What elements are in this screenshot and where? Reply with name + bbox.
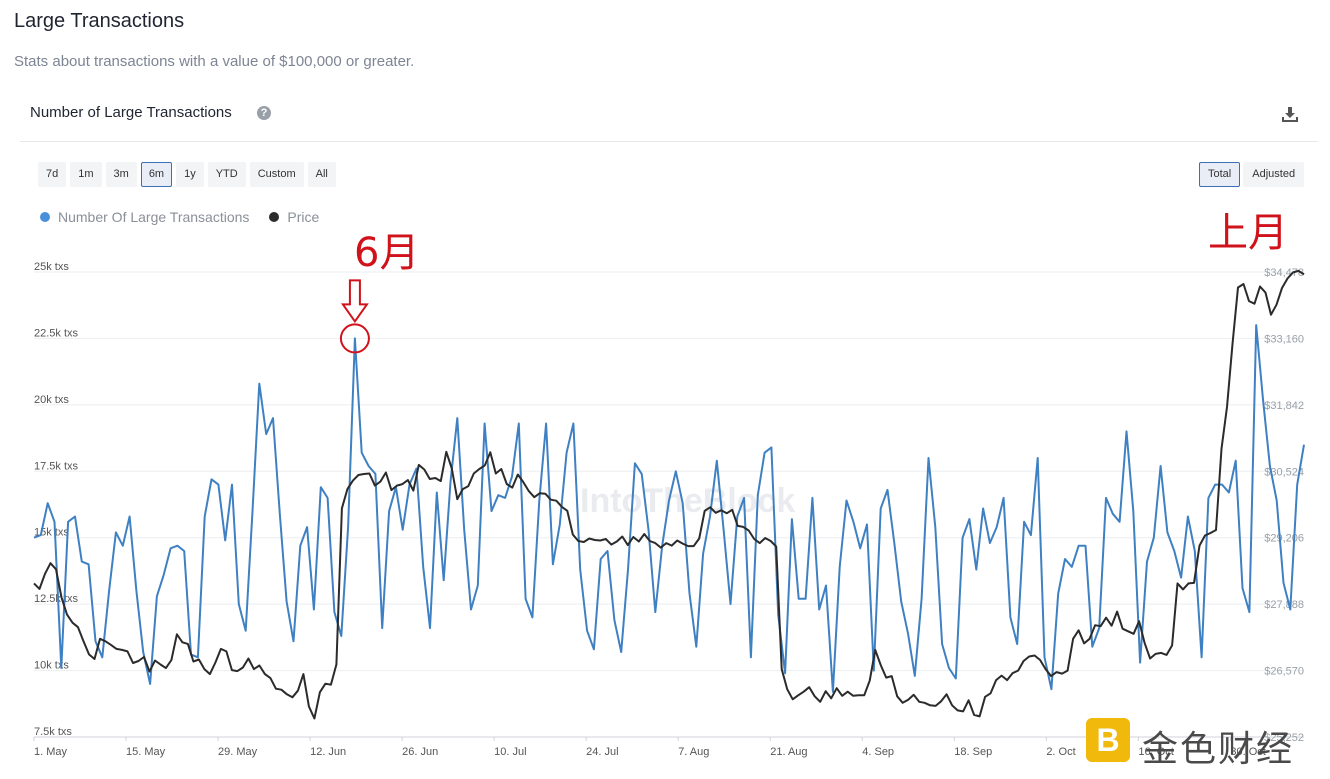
x-tick-label: 21. Aug	[770, 746, 807, 758]
x-tick-label: 30. Oct	[1230, 746, 1265, 758]
y-left-tick-label: 20k txs	[34, 394, 69, 406]
x-tick-label: 26. Jun	[402, 746, 438, 758]
chart-legend: Number Of Large Transactions Price	[40, 209, 319, 225]
range-button-all[interactable]: All	[307, 162, 336, 187]
range-button-custom[interactable]: Custom	[249, 162, 304, 187]
range-button-ytd[interactable]: YTD	[207, 162, 246, 187]
series-line-price	[33, 269, 1305, 720]
range-button-6m[interactable]: 6m	[140, 162, 173, 187]
mode-selector: Total Adjusted	[1199, 162, 1305, 187]
x-tick-label: 1. May	[34, 746, 68, 758]
range-button-7d[interactable]: 7d	[38, 162, 67, 187]
x-tick-label: 4. Sep	[862, 746, 894, 758]
x-tick-label: 10. Jul	[494, 746, 526, 758]
x-tick-label: 16. Oct	[1138, 746, 1173, 758]
y-right-tick-label: $31,842	[1264, 400, 1304, 412]
page-title: Large Transactions	[14, 10, 185, 32]
x-tick-label: 15. May	[126, 746, 166, 758]
x-tick-label: 29. May	[218, 746, 258, 758]
y-left-tick-label: 25k txs	[34, 261, 69, 273]
annotation-june-arrow-icon	[340, 279, 369, 324]
y-left-tick-label: 12.5k txs	[34, 593, 79, 605]
y-left-tick-label: 15k txs	[34, 527, 69, 539]
annotation-last-month-label: 上月	[1208, 210, 1288, 256]
legend-label-price: Price	[287, 209, 320, 225]
y-axis-left: 7.5k txs 10k txs 12.5k txs 15k txs 17.5k txs…	[34, 261, 79, 738]
y-left-tick-label: 17.5k txs	[34, 460, 79, 472]
x-tick-label: 24. Jul	[586, 746, 618, 758]
y-right-tick-label: $29,206	[1264, 533, 1304, 545]
chart-series	[33, 269, 1305, 720]
range-button-1y[interactable]: 1y	[176, 162, 204, 187]
annotation-june-circle	[339, 323, 370, 354]
y-right-tick-label: $34,478	[1264, 267, 1304, 279]
range-button-1m[interactable]: 1m	[70, 162, 102, 187]
chart-card-title: Number of Large Transactions	[30, 104, 232, 121]
help-icon[interactable]: ?	[257, 106, 271, 120]
legend-dot-price	[269, 212, 280, 222]
legend-item-price[interactable]: Price	[269, 209, 319, 225]
mode-button-total[interactable]: Total	[1199, 162, 1241, 187]
watermark-brand: 金色财经	[1142, 728, 1295, 769]
y-left-tick-label: 7.5k txs	[34, 726, 72, 738]
y-right-tick-label: $27,888	[1264, 599, 1304, 611]
annotation-june-label: 6月	[354, 230, 419, 276]
time-range-selector: 7d 1m 3m 6m 1y YTD Custom All	[38, 162, 336, 187]
y-right-tick-label: $26,570	[1264, 666, 1304, 678]
legend-dot-transactions	[40, 212, 50, 222]
legend-item-transactions[interactable]: Number Of Large Transactions	[40, 209, 249, 225]
y-axis-right: $25,252 $26,570 $27,888 $29,206 $30,524 $31,8…	[1264, 267, 1304, 744]
y-left-tick-label: 10k txs	[34, 660, 69, 672]
x-tick-label: 18. Sep	[954, 746, 992, 758]
series-line-transactions	[33, 324, 1305, 693]
y-right-tick-label: $25,252	[1264, 732, 1304, 744]
jinse-logo-icon: B	[1086, 718, 1130, 762]
x-tick-label: 2. Oct	[1046, 746, 1075, 758]
download-icon[interactable]	[1280, 104, 1300, 124]
x-tick-label: 12. Jun	[310, 746, 346, 758]
y-right-tick-label: $33,160	[1264, 333, 1304, 345]
page-subtitle: Stats about transactions with a value of…	[14, 53, 415, 70]
y-right-tick-label: $30,524	[1264, 466, 1304, 478]
x-axis: 1. May 15. May 29. May 12. Jun 26. Jun 10. Ju…	[33, 737, 1266, 758]
card-divider	[20, 141, 1318, 142]
watermark-site: IntoTheBlock	[580, 482, 795, 520]
legend-label-transactions: Number Of Large Transactions	[58, 209, 250, 225]
mode-button-adjusted[interactable]: Adjusted	[1243, 162, 1305, 187]
range-button-3m[interactable]: 3m	[105, 162, 137, 187]
x-tick-label: 7. Aug	[678, 746, 709, 758]
chart-annotations: 6月 上月	[339, 210, 1288, 354]
y-left-tick-label: 22.5k txs	[34, 327, 79, 339]
chart-gridlines	[34, 271, 1304, 738]
